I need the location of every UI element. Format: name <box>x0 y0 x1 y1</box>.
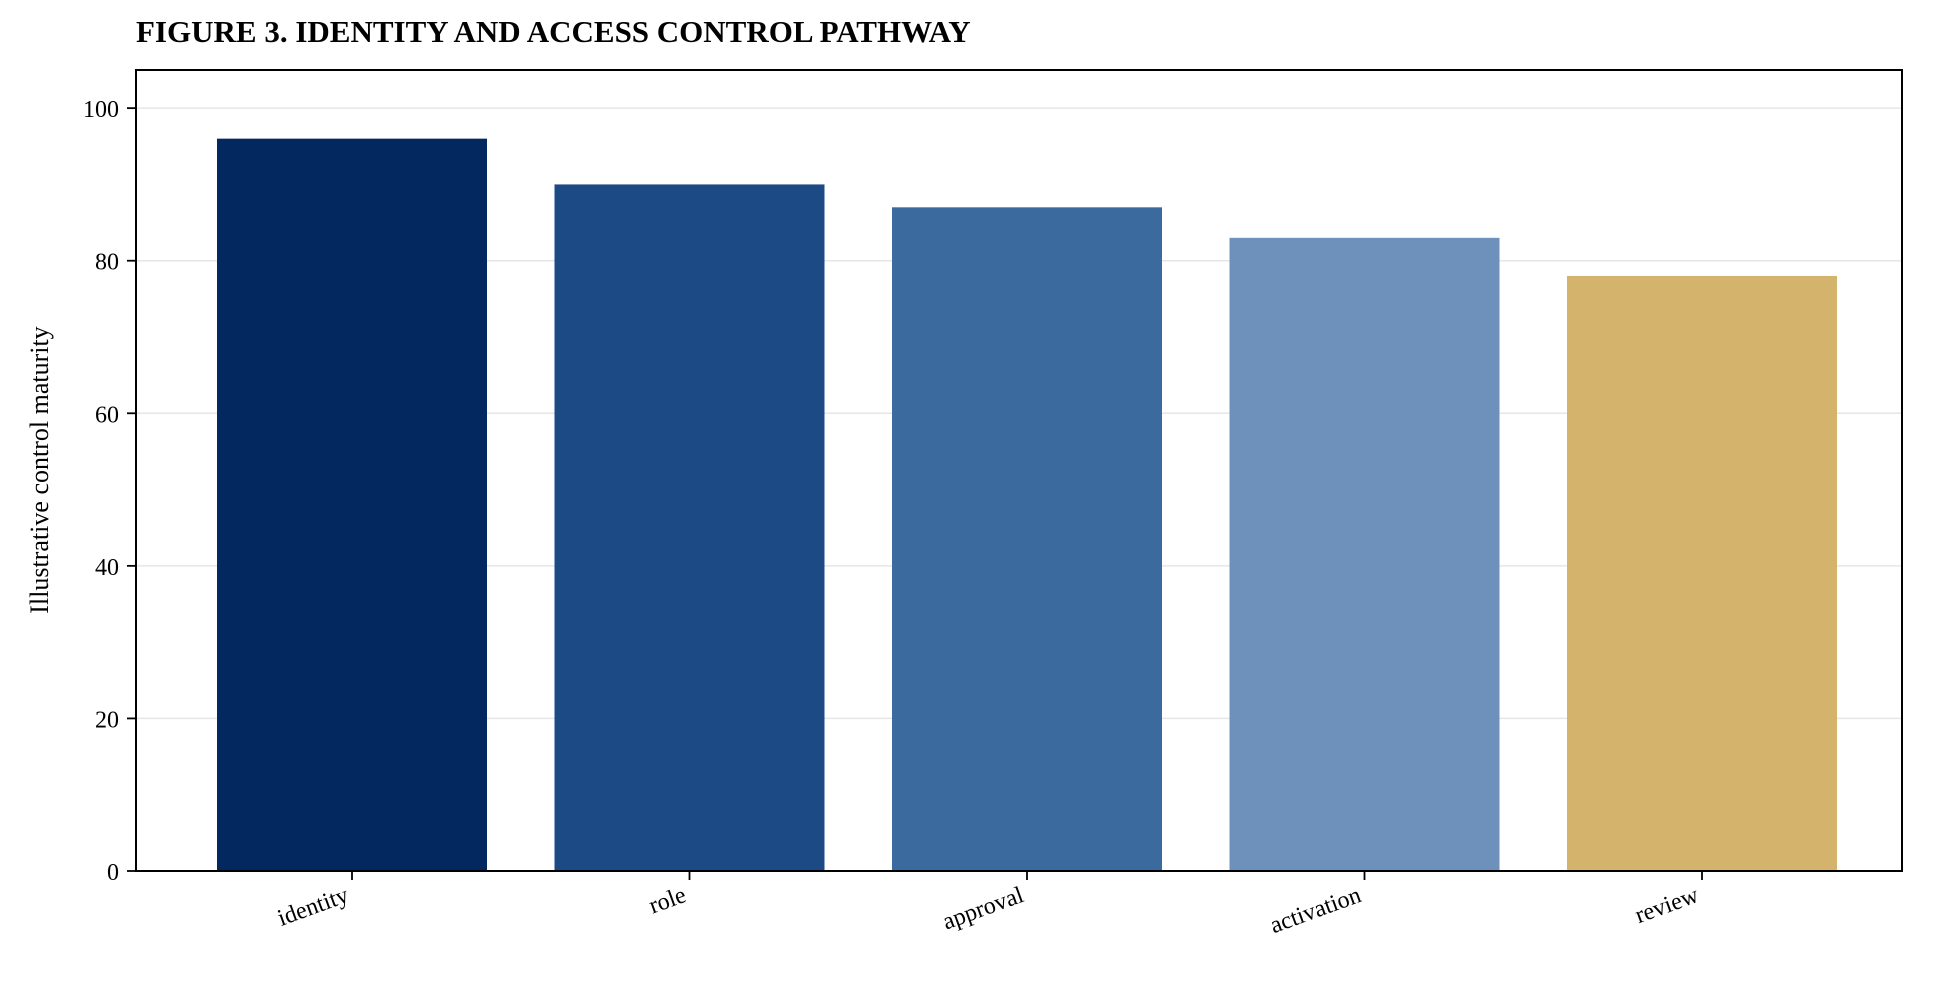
bar-identity <box>217 138 487 871</box>
x-tick-label: role <box>646 882 690 919</box>
y-tick-label: 80 <box>95 250 119 276</box>
x-axis: identity role approval activation review <box>274 871 1703 939</box>
x-tick-label: activation <box>1267 882 1365 939</box>
y-tick-label: 40 <box>95 555 119 581</box>
bar-approval <box>892 207 1162 872</box>
bar-role <box>554 184 825 871</box>
x-tick-label: identity <box>274 882 352 932</box>
plot-frame <box>135 69 1903 872</box>
bar-review <box>1567 275 1837 871</box>
y-tick-label: 0 <box>107 860 119 886</box>
y-tick-label: 60 <box>95 402 119 428</box>
x-tick-label: approval <box>939 882 1027 935</box>
y-axis-label: Illustrative control maturity <box>25 326 54 613</box>
y-axis: 0 20 40 60 80 100 <box>83 97 136 886</box>
bar-activation <box>1229 237 1500 872</box>
y-tick-label: 20 <box>95 707 119 733</box>
y-tick-label: 100 <box>83 97 119 123</box>
chart-title: FIGURE 3. IDENTITY AND ACCESS CONTROL PA… <box>136 14 971 49</box>
x-tick-label: review <box>1632 882 1703 929</box>
bars <box>217 138 1837 872</box>
